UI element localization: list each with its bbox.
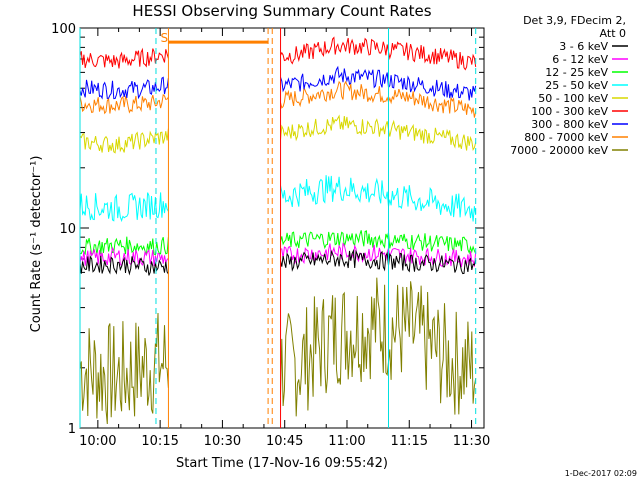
flag-label: S: [160, 31, 168, 45]
x-tick-label: 10:00: [79, 434, 116, 449]
series-line: [280, 277, 477, 417]
series-line: [280, 175, 477, 222]
date-stamp: 1-Dec-2017 02:09: [565, 469, 637, 478]
legend-entry-label: 12 - 25 keV: [545, 66, 608, 79]
y-tick-label: 1: [68, 422, 76, 437]
y-tick-label: 10: [59, 222, 76, 237]
series-line: [280, 114, 477, 151]
x-tick-label: 10:30: [204, 434, 241, 449]
series-line: [79, 47, 169, 69]
legend-entry-label: 50 - 100 keV: [538, 92, 608, 105]
series-line: [79, 76, 169, 100]
series-line: [79, 93, 169, 115]
legend-entry-label: 25 - 50 keV: [545, 79, 608, 92]
series-line: [280, 36, 477, 71]
legend-header-line-1: Det 3,9, FDecim 2,: [523, 14, 626, 27]
x-tick-label: 11:30: [453, 434, 490, 449]
x-tick-label: 10:15: [141, 434, 178, 449]
y-tick-label: 100: [51, 22, 76, 37]
series-line: [79, 192, 169, 223]
legend-entry-label: 800 - 7000 keV: [524, 131, 608, 144]
x-tick-label: 11:00: [328, 434, 365, 449]
series-line: [79, 236, 169, 257]
x-tick-label: 10:45: [266, 434, 303, 449]
y-axis-label: Count Rate (s⁻¹ detector⁻¹): [29, 156, 44, 333]
legend-entry-label: 6 - 12 keV: [552, 53, 608, 66]
legend-header-line-2: Att 0: [600, 27, 626, 40]
series-line: [79, 246, 169, 268]
legend-entry-label: 7000 - 20000 keV: [510, 144, 608, 157]
series-line: [280, 242, 477, 268]
legend-entry-label: 3 - 6 keV: [559, 40, 608, 53]
series-line: [280, 65, 477, 101]
series-line: [79, 312, 169, 425]
x-tick-label: 11:15: [391, 434, 428, 449]
series-line: [280, 248, 477, 275]
series-line: [280, 80, 477, 118]
legend-entry-label: 300 - 800 keV: [531, 118, 608, 131]
series-line: [79, 255, 169, 276]
series-line: [79, 128, 169, 154]
chart-title: HESSI Observing Summary Count Rates: [132, 2, 431, 20]
plot-area: 1 10 100 10:00 10:15 10:30 10:45 11:00 11:15 11:3…: [51, 22, 490, 449]
legend-entry-label: 100 - 300 keV: [531, 105, 608, 118]
x-axis-label: Start Time (17-Nov-16 09:55:42): [176, 456, 388, 471]
series-line: [280, 230, 477, 255]
